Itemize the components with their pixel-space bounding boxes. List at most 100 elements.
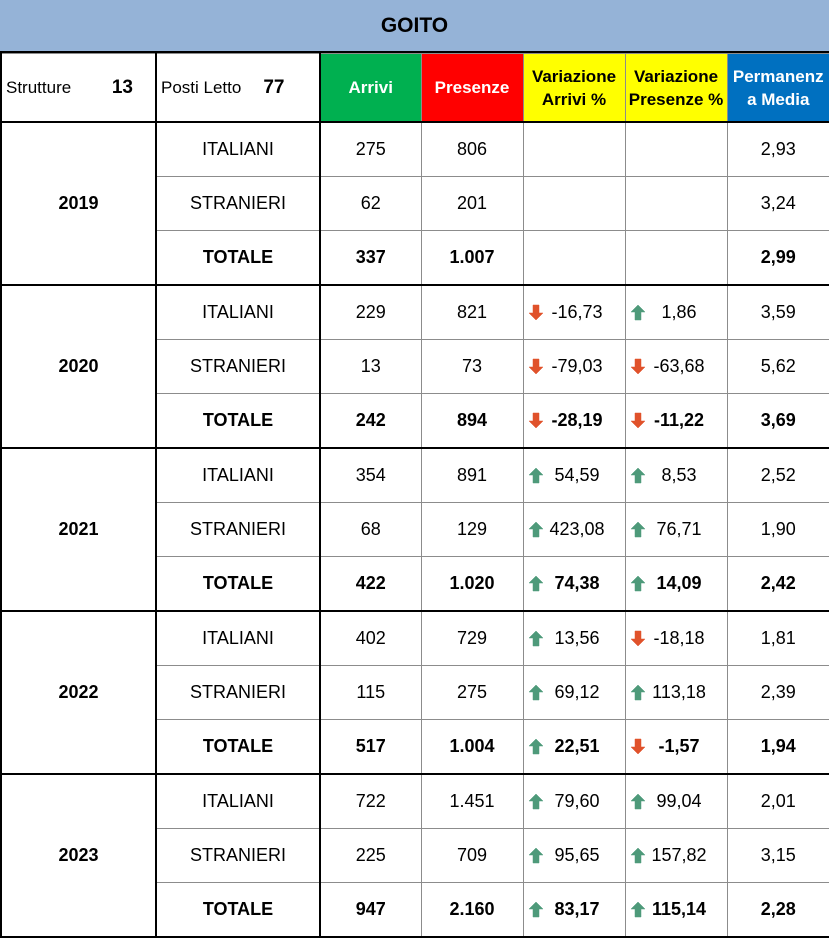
tourism-data-table: Strutture 13 Posti Letto 77 Arrivi Prese… xyxy=(0,53,829,938)
table-row: STRANIERI 225 709 95,65 157,82 3,15 xyxy=(1,828,829,883)
permanenza-media-header: Permanenz a Media xyxy=(726,53,829,123)
arrivi-value: 68 xyxy=(319,502,422,557)
arrivi-value: 402 xyxy=(319,610,422,666)
permanenza-value: 3,15 xyxy=(726,828,829,883)
presenze-value: 1.004 xyxy=(420,719,524,775)
variazione-arrivi-cell-value: 83,17 xyxy=(554,899,600,919)
presenze-value: 1.020 xyxy=(420,556,524,612)
variazione-presenze-cell-value: 99,04 xyxy=(656,791,702,811)
arrivi-value: 13 xyxy=(319,339,422,394)
presenze-value: 806 xyxy=(420,121,524,177)
permanenza-value: 2,93 xyxy=(726,121,829,177)
permanenza-value: 3,24 xyxy=(726,176,829,231)
presenze-value: 129 xyxy=(420,502,524,557)
row-label: TOTALE xyxy=(155,719,321,775)
row-label: ITALIANI xyxy=(155,121,321,177)
variazione-presenze-cell: 1,86 xyxy=(624,284,728,340)
posti-letto-cell: Posti Letto 77 xyxy=(155,53,321,123)
permanenza-value: 2,01 xyxy=(726,773,829,829)
arrivi-value: 722 xyxy=(319,773,422,829)
year-label: 2021 xyxy=(0,447,157,612)
arrow-up-icon xyxy=(527,467,544,484)
variazione-presenze-cell: -18,18 xyxy=(624,610,728,666)
row-label: STRANIERI xyxy=(155,828,321,883)
variazione-arrivi-cell-value: 69,12 xyxy=(554,682,600,702)
arrivi-value: 62 xyxy=(319,176,422,231)
permanenza-value: 3,59 xyxy=(726,284,829,340)
arrow-down-icon xyxy=(629,738,646,755)
variazione-presenze-cell xyxy=(624,121,728,177)
variazione-presenze-cell: -63,68 xyxy=(624,339,728,394)
row-label: STRANIERI xyxy=(155,339,321,394)
variazione-arrivi-cell: 83,17 xyxy=(522,882,626,938)
arrow-down-icon xyxy=(629,358,646,375)
variazione-presenze-cell: 14,09 xyxy=(624,556,728,612)
variazione-arrivi-cell-value: -28,19 xyxy=(551,410,603,430)
row-label: STRANIERI xyxy=(155,176,321,231)
variazione-presenze-cell-value: 113,18 xyxy=(652,682,706,702)
arrivi-value: 337 xyxy=(319,230,422,286)
variazione-presenze-cell: 115,14 xyxy=(624,882,728,938)
variazione-presenze-cell-value: 14,09 xyxy=(656,573,702,593)
variazione-presenze-cell-value: -63,68 xyxy=(653,356,705,376)
arrivi-value: 947 xyxy=(319,882,422,938)
variazione-arrivi-cell: 95,65 xyxy=(522,828,626,883)
arrow-down-icon xyxy=(527,304,544,321)
arrow-up-icon xyxy=(527,630,544,647)
arrivi-value: 115 xyxy=(319,665,422,720)
arrow-up-icon xyxy=(527,847,544,864)
arrivi-value: 517 xyxy=(319,719,422,775)
variazione-presenze-cell-value: 8,53 xyxy=(661,465,697,485)
posti-letto-value: 77 xyxy=(263,76,285,98)
variazione-presenze-cell: 76,71 xyxy=(624,502,728,557)
arrow-up-icon xyxy=(629,847,646,864)
row-label: TOTALE xyxy=(155,393,321,449)
arrow-up-icon xyxy=(629,901,646,918)
permanenza-value: 2,39 xyxy=(726,665,829,720)
arrow-up-icon xyxy=(527,684,544,701)
variazione-arrivi-cell: 423,08 xyxy=(522,502,626,557)
arrow-up-icon xyxy=(527,575,544,592)
variazione-presenze-line2: Presenze % xyxy=(628,89,724,109)
permanenza-value: 1,94 xyxy=(726,719,829,775)
variazione-presenze-cell: 8,53 xyxy=(624,447,728,503)
variazione-presenze-cell-value: 115,14 xyxy=(651,899,707,919)
posti-letto-label: Posti Letto xyxy=(161,77,242,97)
variazione-arrivi-cell: -28,19 xyxy=(522,393,626,449)
variazione-arrivi-cell-value: 54,59 xyxy=(554,465,600,485)
variazione-presenze-cell-value: -18,18 xyxy=(653,628,705,648)
arrow-up-icon xyxy=(527,521,544,538)
presenze-value: 729 xyxy=(420,610,524,666)
presenze-value: 2.160 xyxy=(420,882,524,938)
arrivi-header: Arrivi xyxy=(319,53,422,123)
variazione-presenze-cell: -11,22 xyxy=(624,393,728,449)
arrivi-value: 422 xyxy=(319,556,422,612)
variazione-arrivi-cell xyxy=(522,176,626,231)
variazione-arrivi-cell: 13,56 xyxy=(522,610,626,666)
row-label: STRANIERI xyxy=(155,502,321,557)
permanenza-value: 2,52 xyxy=(726,447,829,503)
row-label: ITALIANI xyxy=(155,773,321,829)
arrow-up-icon xyxy=(629,684,646,701)
table-row: STRANIERI 68 129 423,08 76,71 1,90 xyxy=(1,502,829,557)
arrow-up-icon xyxy=(527,901,544,918)
permanenza-line2: a Media xyxy=(747,89,810,109)
permanenza-value: 1,90 xyxy=(726,502,829,557)
arrow-down-icon xyxy=(629,412,646,429)
variazione-arrivi-cell: -16,73 xyxy=(522,284,626,340)
table-row: 2022 ITALIANI 402 729 13,56 -18,18 1,81 xyxy=(0,610,829,775)
presenze-value: 709 xyxy=(420,828,524,883)
arrow-down-icon xyxy=(629,630,646,647)
variazione-arrivi-cell: 74,38 xyxy=(522,556,626,612)
variazione-presenze-header: Variazione Presenze % xyxy=(624,53,728,123)
arrow-up-icon xyxy=(527,793,544,810)
presenze-header: Presenze xyxy=(420,53,524,123)
strutture-cell: Strutture 13 xyxy=(0,53,157,123)
table-row: TOTALE 337 1.007 2,99 xyxy=(1,230,829,286)
variazione-arrivi-cell-value: -79,03 xyxy=(551,356,603,376)
permanenza-value: 2,99 xyxy=(726,230,829,286)
variazione-presenze-cell-value: 76,71 xyxy=(656,519,702,539)
table-title: GOITO xyxy=(0,0,829,53)
variazione-arrivi-cell: 54,59 xyxy=(522,447,626,503)
